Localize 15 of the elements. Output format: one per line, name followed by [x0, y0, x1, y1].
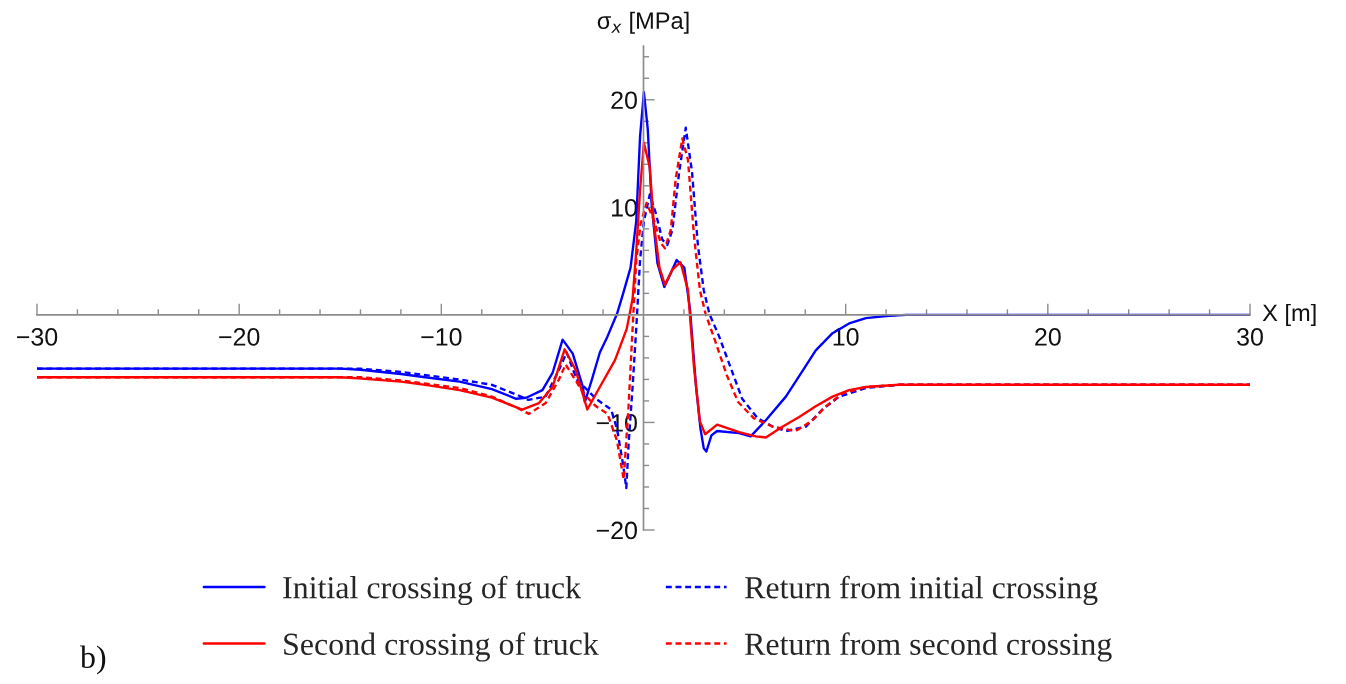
y-axis-title: σ$_{x}$ [MPa] [597, 11, 689, 34]
y-tick-label: 10 [612, 198, 637, 217]
y-tick-label: −20 [596, 521, 637, 540]
legend-label: Return from initial crossing [745, 575, 1098, 606]
legend-label: Second crossing of truck [284, 632, 599, 662]
text: b) [80, 645, 106, 675]
x-tick-label: 30 [1237, 328, 1263, 346]
legend-label: Initial crossing of truck [283, 575, 582, 606]
y-tick-label: 20 [611, 91, 637, 110]
x-tick-label: −10 [421, 328, 462, 346]
legend-label: Return from second crossing [745, 632, 1112, 662]
x-tick-label: 20 [1035, 328, 1061, 346]
x-tick-label: −30 [17, 328, 58, 346]
x-axis-title: X [m] [1262, 303, 1316, 326]
x-tick-label: −20 [219, 328, 260, 346]
